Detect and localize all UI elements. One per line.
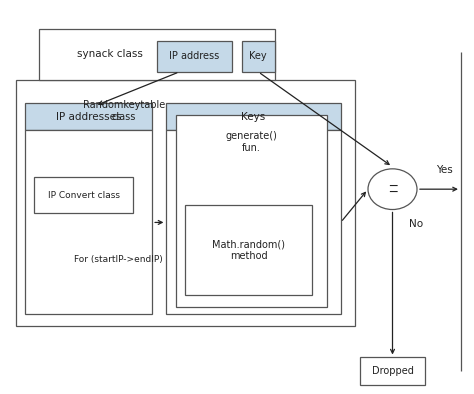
FancyBboxPatch shape <box>39 29 275 80</box>
Text: Randomkeytable
class: Randomkeytable class <box>83 100 165 122</box>
Circle shape <box>368 169 417 210</box>
FancyBboxPatch shape <box>35 177 133 213</box>
Text: Dropped: Dropped <box>372 366 413 376</box>
Text: Yes: Yes <box>436 165 453 175</box>
FancyBboxPatch shape <box>242 41 275 72</box>
Text: generate()
fun.: generate() fun. <box>225 132 277 153</box>
Text: IP addresses: IP addresses <box>56 112 121 122</box>
FancyBboxPatch shape <box>359 357 426 385</box>
Text: Keys: Keys <box>241 112 265 122</box>
Text: ─: ─ <box>389 186 396 199</box>
Text: Math.random()
method: Math.random() method <box>212 239 285 260</box>
Text: IP Convert class: IP Convert class <box>48 191 120 199</box>
Text: Key: Key <box>249 51 267 61</box>
FancyBboxPatch shape <box>25 103 152 130</box>
Text: IP address: IP address <box>170 51 220 61</box>
Text: synack class: synack class <box>77 49 143 59</box>
FancyBboxPatch shape <box>25 130 152 314</box>
FancyBboxPatch shape <box>166 103 341 130</box>
FancyBboxPatch shape <box>157 41 232 72</box>
FancyBboxPatch shape <box>166 130 341 314</box>
FancyBboxPatch shape <box>176 115 327 307</box>
FancyBboxPatch shape <box>185 205 312 295</box>
Text: For (startIP->endIP): For (startIP->endIP) <box>74 255 163 264</box>
FancyBboxPatch shape <box>16 80 355 326</box>
Text: No: No <box>409 219 423 229</box>
Text: ─: ─ <box>389 180 396 193</box>
